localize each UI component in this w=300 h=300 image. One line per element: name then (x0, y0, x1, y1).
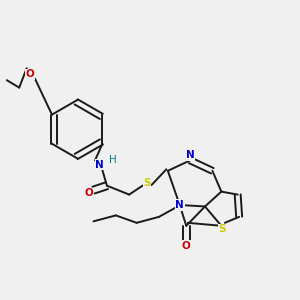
Text: N: N (175, 200, 184, 210)
Text: O: O (25, 69, 34, 79)
Text: S: S (143, 178, 151, 188)
Text: S: S (218, 224, 226, 234)
Text: N: N (186, 150, 194, 160)
Text: N: N (95, 160, 104, 170)
Text: O: O (182, 241, 190, 251)
Text: O: O (85, 188, 93, 198)
Text: H: H (109, 154, 117, 164)
